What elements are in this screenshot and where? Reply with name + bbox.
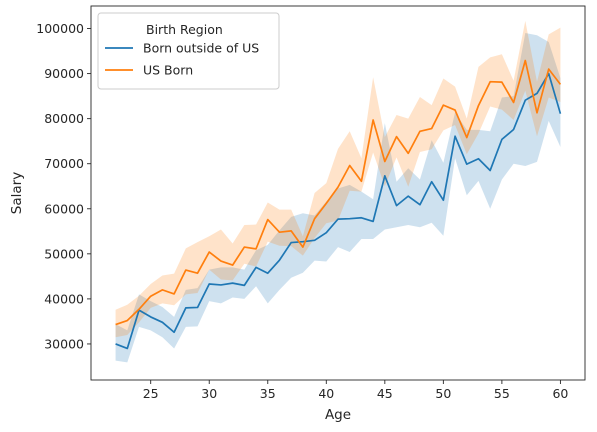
x-tick-label: 30 — [201, 386, 217, 401]
confidence-bands — [115, 20, 561, 363]
y-tick-label: 60000 — [44, 201, 84, 216]
series-lines — [115, 59, 562, 350]
x-tick-label: 25 — [143, 386, 159, 401]
y-tick-label: 30000 — [44, 336, 84, 351]
born-outside-of-us-confidence-band — [115, 33, 561, 363]
us-born-line — [115, 59, 562, 326]
legend-box — [97, 12, 280, 90]
x-tick-label: 55 — [494, 386, 510, 401]
x-tick-label: 50 — [435, 386, 451, 401]
axes: 25 30 35 40 45 50 55 60 30000 40000 50000 60000 7000… — [36, 5, 586, 401]
plot-frame — [90, 5, 586, 381]
born-outside-of-us-line — [115, 72, 562, 350]
legend-title: Birth Region — [146, 22, 223, 37]
us-born-confidence-band — [115, 20, 561, 338]
born-outside-of-us-legend-label: Born outside of US — [143, 41, 259, 56]
y-tick-label: 80000 — [44, 111, 84, 126]
x-tick-label: 60 — [552, 386, 568, 401]
y-tick-label: 40000 — [44, 291, 84, 306]
legend: Birth Region Born outside of US US Born — [97, 12, 280, 90]
x-axis-label: Age — [325, 407, 351, 423]
y-tick-label: 70000 — [44, 156, 84, 171]
y-tick-label: 90000 — [44, 66, 84, 81]
y-axis-label: Salary — [9, 172, 25, 214]
us-born-legend-label: US Born — [143, 63, 193, 78]
x-tick-label: 45 — [377, 386, 393, 401]
y-tick-label: 100000 — [36, 21, 84, 36]
x-tick-label: 35 — [260, 386, 276, 401]
y-tick-label: 50000 — [44, 246, 84, 261]
x-tick-label: 40 — [318, 386, 334, 401]
